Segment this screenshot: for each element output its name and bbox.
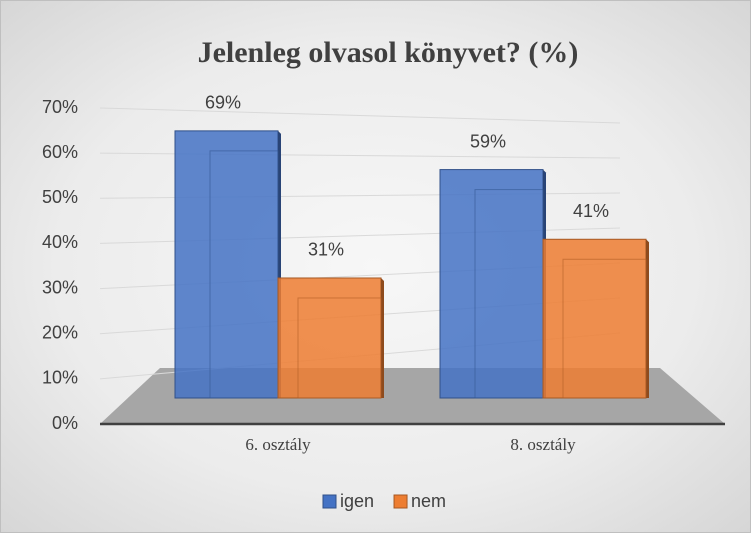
x-tick-label: 6. osztály (245, 435, 311, 454)
y-tick-label: 30% (42, 277, 78, 297)
legend-swatch (393, 494, 408, 509)
bar-side (646, 239, 649, 398)
legend-label: nem (411, 491, 446, 511)
data-label: 31% (308, 240, 344, 260)
bar-inner-edge (562, 258, 647, 399)
y-tick-label: 50% (42, 187, 78, 207)
data-label: 69% (205, 93, 241, 113)
bar (174, 130, 279, 399)
bar (277, 277, 382, 399)
legend-swatch (322, 494, 337, 509)
data-label: 41% (573, 201, 609, 221)
y-tick-label: 20% (42, 322, 78, 342)
y-tick-label: 40% (42, 232, 78, 252)
bar-side (381, 277, 384, 398)
y-tick-label: 0% (52, 413, 78, 433)
y-tick-label: 60% (42, 142, 78, 162)
bar-inner-edge (297, 297, 382, 399)
chart-title: Jelenleg olvasol könyvet? (%) (198, 36, 579, 69)
grid-line (99, 107, 621, 124)
y-tick-label: 70% (42, 97, 78, 117)
data-label: 59% (470, 131, 506, 151)
bar (439, 169, 544, 399)
bar (542, 238, 647, 399)
y-tick-label: 10% (42, 368, 78, 388)
legend-label: igen (340, 491, 374, 511)
bar-inner-edge (209, 150, 279, 399)
x-tick-label: 8. osztály (510, 435, 576, 454)
